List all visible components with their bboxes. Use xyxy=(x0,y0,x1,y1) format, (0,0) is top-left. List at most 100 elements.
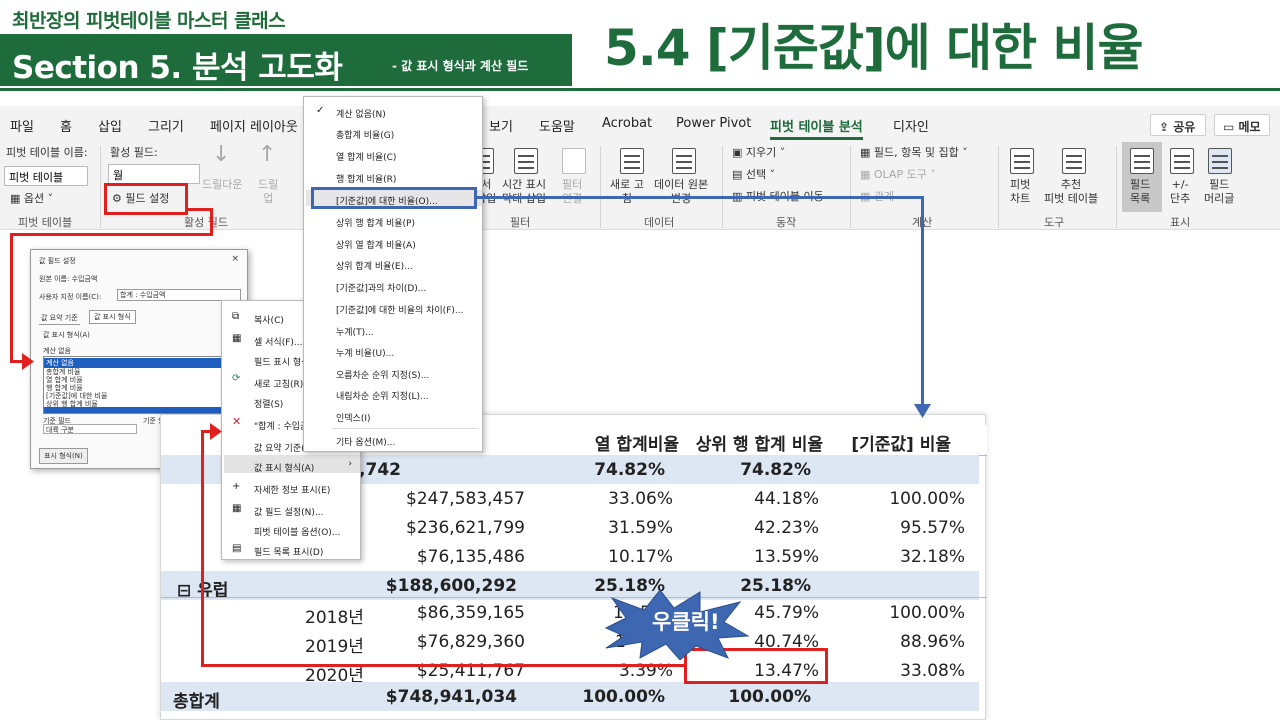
table-row: $236,621,799 31.59% 42.23% 95.57% xyxy=(161,513,987,542)
pivot-name-input[interactable]: 피벗 테이블 xyxy=(4,166,88,186)
group-active-field: 활성 필드 xyxy=(184,216,228,229)
menu-item-no-calculation[interactable]: 계산 없음(N) xyxy=(336,110,386,120)
menu-item-value-field-settings[interactable]: 값 필드 설정(N)... xyxy=(254,508,324,518)
dialog-show-as-list[interactable]: 계산 없음 총합계 비율 열 합계 비율 행 합계 비율 [기준값]에 대한 비… xyxy=(43,356,239,414)
annotation-line xyxy=(201,430,204,667)
refresh-button[interactable]: 새로 고침 xyxy=(610,178,644,205)
menu-item-rank-descending[interactable]: 내림차순 순위 지정(L)... xyxy=(336,392,429,402)
dialog-custom-name-input[interactable]: 합계 : 수입금액 xyxy=(117,289,241,301)
table-row: 2018년 $86,359,165 11.5 45.79% 100.00% xyxy=(161,598,987,628)
insert-timeline-button[interactable]: 시간 표시막대 삽입 xyxy=(502,178,546,205)
clear-button[interactable]: ▣ 지우기 ˅ xyxy=(732,146,786,159)
menu-separator xyxy=(332,428,478,429)
red-arrowhead-icon xyxy=(210,423,222,440)
drillup-arrow-icon: ↑ xyxy=(258,142,277,167)
list-item[interactable]: [기준값]에 대한 비율 xyxy=(46,392,108,400)
tab-page-layout[interactable]: 페이지 레이아웃 xyxy=(210,120,298,135)
menu-item-show-details[interactable]: 자세한 정보 표시(E) xyxy=(254,486,331,496)
menu-item-index[interactable]: 인덱스(I) xyxy=(336,414,371,424)
list-item[interactable]: 계산 없음 xyxy=(44,358,238,368)
cell-amount: $188,600,292 xyxy=(385,576,517,596)
tab-acrobat[interactable]: Acrobat xyxy=(602,116,653,131)
drilldown-button[interactable]: 드릴다운 xyxy=(202,178,243,191)
menu-item-running-total-ratio[interactable]: 누계 비율(U)... xyxy=(336,349,395,359)
menu-item-column-total-ratio[interactable]: 열 합계 비율(C) xyxy=(336,153,397,163)
cell-base-ratio: 32.18% xyxy=(900,547,965,567)
menu-highlight xyxy=(224,455,360,473)
menu-item-parent-total-ratio[interactable]: 상위 합계 비율(E)... xyxy=(336,262,413,272)
list-item[interactable]: 상위 행 합계 비율 xyxy=(46,400,98,408)
menu-item-more-options[interactable]: 기타 옵션(M)... xyxy=(336,438,396,448)
percent-of-base-highlight xyxy=(311,187,477,209)
menu-item-difference-from[interactable]: [기준값]과의 차이(D)... xyxy=(336,284,427,294)
tab-power-pivot[interactable]: Power Pivot xyxy=(676,116,752,131)
header-parent-ratio: 상위 행 합계 비율 xyxy=(695,435,823,455)
dialog-tab-show-as[interactable]: 값 표시 형식 xyxy=(89,310,136,324)
dialog-close-icon[interactable]: × xyxy=(231,254,239,264)
group-filter: 필터 xyxy=(510,216,531,229)
recommended-pivot-button[interactable]: 추천 피벗 테이블 xyxy=(1044,178,1099,205)
fields-items-sets-button[interactable]: ▦ 필드, 항목 및 집합 ˅ xyxy=(860,146,968,159)
list-item[interactable]: 행 합계 비율 xyxy=(46,384,83,392)
show-detail-icon: + xyxy=(232,481,241,492)
field-settings-button[interactable]: ⚙ 필드 설정 xyxy=(112,192,170,205)
field-list-button[interactable]: 필드 목록 xyxy=(1130,178,1151,205)
menu-item-grand-total-ratio[interactable]: 총합계 비율(G) xyxy=(336,131,395,141)
olap-tools-button[interactable]: ▦ OLAP 도구 ˅ xyxy=(860,168,936,181)
cell-col-ratio: 25.18% xyxy=(594,576,665,596)
options-button[interactable]: ▦ 옵션 ˅ xyxy=(10,192,54,205)
show-values-as-submenu: ✓ 계산 없음(N) 총합계 비율(G) 열 합계 비율(C) 행 합계 비율(… xyxy=(303,96,483,452)
tab-view[interactable]: 보기 xyxy=(489,120,513,135)
menu-item-refresh[interactable]: 새로 고침(R) xyxy=(254,380,304,390)
right-click-label: 우클릭! xyxy=(652,610,720,634)
field-headers-button[interactable]: 필드 머리글 xyxy=(1204,178,1235,205)
table-row: 2019년 $76,829,360 1 40.74% 88.96% xyxy=(161,627,987,657)
select-button[interactable]: ▤ 선택 ˅ xyxy=(732,168,776,181)
share-button[interactable]: ⇪ 공유 xyxy=(1150,114,1206,136)
menu-item-row-total-ratio[interactable]: 행 합계 비율(R) xyxy=(336,175,397,185)
drillup-button[interactable]: 드릴 업 xyxy=(258,178,279,205)
menu-item-summarize-by[interactable]: 값 요약 기준(M) xyxy=(254,444,316,454)
menu-item-show-values-as[interactable]: 값 표시 형식(A) xyxy=(254,464,315,474)
menu-item-sort[interactable]: 정렬(S) xyxy=(254,400,284,410)
value-field-icon: ▦ xyxy=(232,503,242,514)
dialog-tab-summarize[interactable]: 값 요약 기준 xyxy=(39,312,80,325)
menu-item-format-cells[interactable]: 셀 서식(F)... xyxy=(254,338,303,348)
tab-help[interactable]: 도움말 xyxy=(539,120,575,135)
tab-pivot-analyze[interactable]: 피벗 테이블 분석 xyxy=(770,116,863,140)
grand-total-row: 총합계 $748,941,034 100.00% 100.00% xyxy=(161,682,979,712)
menu-item-copy[interactable]: 복사(C) xyxy=(254,316,284,326)
memo-button[interactable]: ▭ 메모 xyxy=(1214,114,1270,136)
list-item[interactable]: 총합계 비율 xyxy=(46,368,81,376)
change-source-button[interactable]: 데이터 원본변경 xyxy=(654,178,709,205)
cell-col-ratio: 33.06% xyxy=(608,489,673,509)
section-banner: Section 5. 분석 고도화 - 값 표시 형식과 계산 필드 xyxy=(0,34,572,86)
menu-item-number-format[interactable]: 필드 표시 형식 xyxy=(254,358,310,368)
menu-item-pivot-options[interactable]: 피벗 테이블 옵션(O)... xyxy=(254,528,341,538)
plus-minus-button[interactable]: +/- 단추 xyxy=(1170,178,1191,205)
menu-item-running-total[interactable]: 누계(T)... xyxy=(336,328,374,338)
cell-parent-ratio: 74.82% xyxy=(740,460,811,480)
menu-item-percent-difference[interactable]: [기준값]에 대한 비율의 차이(F)... xyxy=(336,306,464,316)
menu-item-percent-of-base[interactable]: [기준값]에 대한 비율(O)... xyxy=(336,197,438,207)
tab-insert[interactable]: 삽입 xyxy=(98,120,122,135)
menu-item-parent-row-ratio[interactable]: 상위 행 합계 비율(P) xyxy=(336,219,415,229)
number-format-button[interactable]: 표시 형식(N) xyxy=(39,448,88,464)
menu-item-parent-column-ratio[interactable]: 상위 열 합계 비율(A) xyxy=(336,241,416,251)
tab-draw[interactable]: 그리기 xyxy=(148,120,184,135)
dialog-base-field-list[interactable]: 대륙 구분 xyxy=(43,424,137,434)
menu-item-show-field-list[interactable]: 필드 목록 표시(D) xyxy=(254,548,324,558)
tab-home[interactable]: 홈 xyxy=(60,120,72,135)
menu-item-rank-ascending[interactable]: 오름차순 순위 지정(S)... xyxy=(336,371,430,381)
table-row: $247,583,457 33.06% 44.18% 100.00% xyxy=(161,484,987,513)
list-item[interactable]: 열 합계 비율 xyxy=(46,376,83,384)
tab-design[interactable]: 디자인 xyxy=(893,120,929,135)
table-divider xyxy=(161,597,987,598)
filter-connection-button[interactable]: 필터연결 xyxy=(562,178,583,205)
active-field-input[interactable]: 월 xyxy=(108,164,200,184)
tab-file[interactable]: 파일 xyxy=(10,120,34,135)
recommended-pivot-icon xyxy=(1062,148,1086,174)
cell-parent-ratio: 40.74% xyxy=(754,632,819,652)
pivot-chart-button[interactable]: 피벗 차트 xyxy=(1010,178,1031,205)
cell-base-ratio: 100.00% xyxy=(889,603,965,623)
